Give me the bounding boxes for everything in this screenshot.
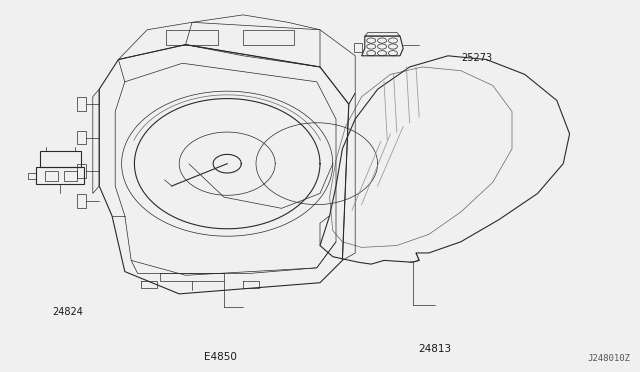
Text: E4850: E4850 [204,352,237,362]
Text: 24824: 24824 [52,307,83,317]
Text: J248010Z: J248010Z [588,354,630,363]
Text: 24813: 24813 [419,344,452,354]
Text: 25273: 25273 [461,53,492,62]
